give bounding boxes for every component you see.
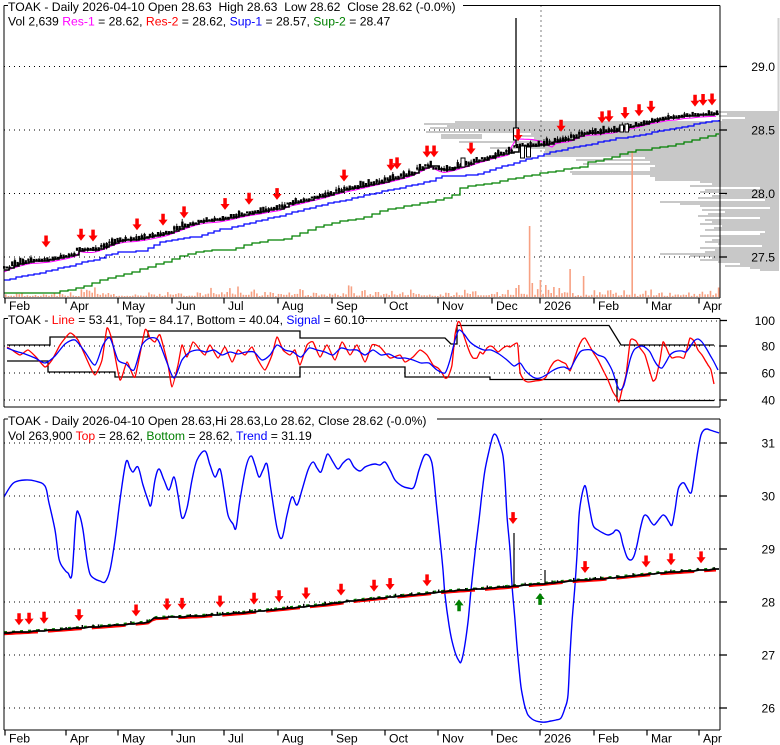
svg-text:60: 60 (761, 367, 775, 381)
svg-text:27: 27 (761, 649, 775, 663)
svg-text:26: 26 (761, 702, 775, 716)
svg-text:Apr: Apr (703, 732, 722, 745)
svg-text:Oct: Oct (389, 299, 409, 313)
svg-text:Vol 263,900 Top = 28.62, Botto: Vol 263,900 Top = 28.62, Bottom = 28.62,… (8, 429, 312, 443)
svg-text:Feb: Feb (9, 299, 30, 313)
svg-text:Jul: Jul (228, 299, 244, 313)
svg-text:Jun: Jun (176, 732, 196, 745)
svg-text:TOAK - Daily 2026-04-10 Open 2: TOAK - Daily 2026-04-10 Open 28.63 High … (8, 0, 456, 14)
svg-text:2026: 2026 (544, 299, 571, 313)
svg-text:Apr: Apr (70, 299, 89, 313)
svg-text:Apr: Apr (70, 732, 89, 745)
svg-text:Jul: Jul (228, 732, 244, 745)
svg-text:28.0: 28.0 (751, 187, 775, 201)
svg-text:Aug: Aug (282, 299, 304, 313)
svg-text:Nov: Nov (442, 299, 465, 313)
svg-text:Oct: Oct (389, 732, 409, 745)
svg-text:Feb: Feb (598, 732, 619, 745)
svg-text:Feb: Feb (598, 299, 619, 313)
svg-text:May: May (122, 732, 146, 745)
svg-text:28.5: 28.5 (751, 124, 775, 138)
svg-text:Mar: Mar (651, 732, 672, 745)
svg-text:Sep: Sep (336, 732, 358, 745)
svg-text:TOAK - Line = 53.41, Top = 84.: TOAK - Line = 53.41, Top = 84.17, Bottom… (8, 313, 365, 327)
svg-text:40: 40 (761, 394, 775, 408)
svg-text:May: May (122, 299, 146, 313)
svg-text:28: 28 (761, 596, 775, 610)
svg-text:Sep: Sep (336, 299, 358, 313)
svg-text:TOAK - Daily 2026-04-10 Open 2: TOAK - Daily 2026-04-10 Open 28.63,Hi 28… (8, 414, 426, 428)
svg-text:80: 80 (761, 340, 775, 354)
svg-text:Dec: Dec (496, 299, 518, 313)
svg-text:Aug: Aug (282, 732, 304, 745)
svg-text:Apr: Apr (703, 299, 722, 313)
svg-text:Vol 2,639 Res-1 = 28.62, Res-2: Vol 2,639 Res-1 = 28.62, Res-2 = 28.62, … (8, 15, 390, 29)
svg-text:29: 29 (761, 543, 775, 557)
svg-text:Feb: Feb (9, 732, 30, 745)
svg-text:Nov: Nov (442, 732, 465, 745)
svg-text:100: 100 (755, 314, 776, 328)
svg-text:27.5: 27.5 (751, 251, 775, 265)
svg-text:29.0: 29.0 (751, 60, 775, 74)
svg-text:Dec: Dec (496, 732, 518, 745)
svg-text:31: 31 (761, 437, 775, 451)
svg-text:Jun: Jun (176, 299, 196, 313)
svg-text:Mar: Mar (651, 299, 672, 313)
svg-text:2026: 2026 (544, 732, 571, 745)
svg-text:30: 30 (761, 490, 775, 504)
